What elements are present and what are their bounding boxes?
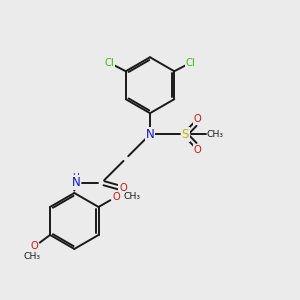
Text: O: O xyxy=(113,192,121,202)
Text: N: N xyxy=(146,128,154,141)
Text: CH₃: CH₃ xyxy=(206,130,224,139)
Text: O: O xyxy=(194,114,202,124)
Text: CH₃: CH₃ xyxy=(124,192,141,201)
Text: N: N xyxy=(71,176,80,189)
Text: CH₃: CH₃ xyxy=(23,252,40,261)
Text: Cl: Cl xyxy=(105,58,115,68)
Text: Cl: Cl xyxy=(185,58,195,68)
Text: O: O xyxy=(119,183,127,193)
Text: O: O xyxy=(30,241,38,251)
Text: O: O xyxy=(194,145,202,155)
Text: S: S xyxy=(182,128,189,141)
Text: H: H xyxy=(72,173,79,182)
